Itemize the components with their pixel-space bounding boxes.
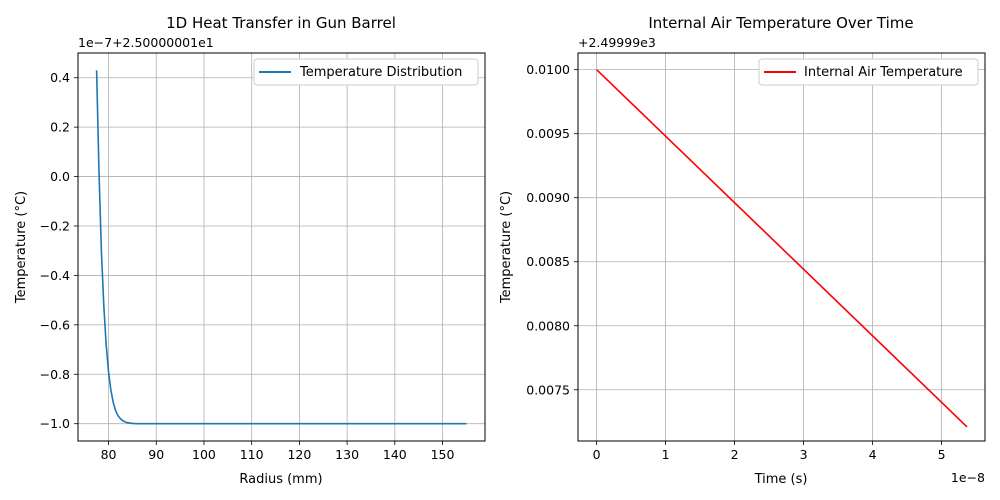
y-tick-label: −0.4	[40, 268, 70, 283]
right-x-offset-label: 1e−8	[951, 470, 985, 485]
right-chart: Internal Air Temperature Over Time +2.49…	[499, 14, 986, 487]
left-grid	[78, 53, 485, 441]
right-x-axis-label: Time (s)	[754, 472, 808, 487]
y-tick-label: −0.8	[40, 367, 70, 382]
left-chart: 1D Heat Transfer in Gun Barrel 1e−7+2.50…	[14, 14, 486, 487]
right-x-ticks: 0 1 2 3 4 5	[593, 441, 946, 462]
right-plot-frame	[577, 52, 986, 442]
y-tick-label: 0.0	[50, 169, 70, 184]
right-y-ticks: 0.0075 0.0080 0.0085 0.0090 0.0095 0.0100	[526, 62, 578, 397]
series-line	[596, 69, 968, 428]
right-legend: Internal Air Temperature	[758, 58, 979, 86]
right-y-offset-label: +2.49999e3	[578, 35, 656, 50]
y-tick-label: 0.0085	[526, 254, 570, 269]
y-tick-label: 0.0075	[526, 382, 570, 397]
y-tick-label: 0.0095	[526, 126, 570, 141]
x-tick-label: 4	[869, 447, 877, 462]
x-tick-label: 1	[662, 447, 670, 462]
series-line	[95, 70, 467, 425]
right-y-axis-label: Temperature (°C)	[499, 191, 514, 304]
x-tick-label: 0	[593, 447, 601, 462]
y-tick-label: −0.2	[40, 218, 70, 233]
left-legend-label: Temperature Distribution	[299, 65, 462, 80]
x-tick-label: 120	[287, 447, 311, 462]
x-tick-label: 100	[192, 447, 216, 462]
left-legend: Temperature Distribution	[253, 58, 479, 86]
x-tick-label: 140	[383, 447, 407, 462]
right-chart-title: Internal Air Temperature Over Time	[648, 14, 913, 32]
y-tick-label: −1.0	[40, 416, 70, 431]
left-legend-box	[253, 58, 479, 86]
y-tick-label: 0.0080	[526, 318, 570, 333]
x-tick-label: 150	[431, 447, 455, 462]
y-tick-label: 0.2	[50, 120, 70, 135]
right-plot-lines	[596, 69, 968, 428]
x-tick-label: 90	[148, 447, 164, 462]
left-plot-frame	[77, 52, 486, 442]
y-tick-label: 0.0100	[526, 62, 570, 77]
right-legend-box	[758, 58, 979, 86]
x-tick-label: 80	[101, 447, 117, 462]
x-tick-label: 3	[800, 447, 808, 462]
y-tick-label: 0.0090	[526, 190, 570, 205]
right-legend-label: Internal Air Temperature	[804, 65, 963, 80]
x-tick-label: 2	[731, 447, 739, 462]
left-y-ticks: −1.0 −0.8 −0.6 −0.4 −0.2 0.0 0.2 0.4	[40, 70, 78, 431]
x-tick-label: 5	[938, 447, 946, 462]
left-plot-lines	[95, 70, 467, 425]
left-x-axis-label: Radius (mm)	[239, 472, 322, 487]
left-x-ticks: 80 90 100 110 120 130 140 150	[101, 441, 455, 462]
x-tick-label: 110	[240, 447, 264, 462]
y-tick-label: −0.6	[40, 317, 70, 332]
x-tick-label: 130	[335, 447, 359, 462]
left-y-axis-label: Temperature (°C)	[14, 191, 29, 304]
left-chart-title: 1D Heat Transfer in Gun Barrel	[166, 14, 396, 32]
left-y-offset-label: 1e−7+2.50000001e1	[78, 35, 214, 50]
y-tick-label: 0.4	[50, 70, 70, 85]
